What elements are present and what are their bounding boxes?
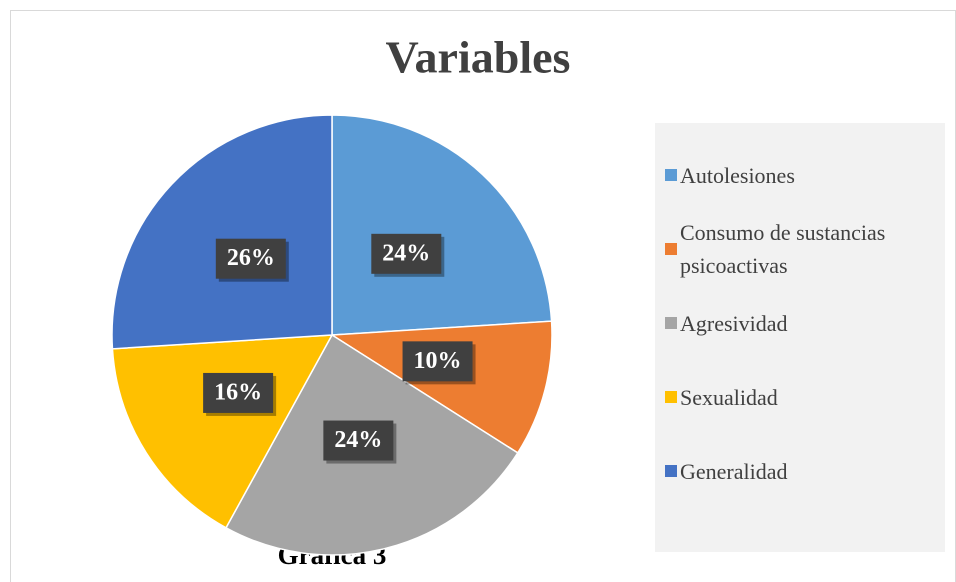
legend-label: Sexualidad <box>680 384 778 410</box>
legend-label: Agresividad <box>680 310 788 336</box>
data-label: 16% <box>214 379 262 405</box>
legend-marker <box>665 465 677 477</box>
label-box <box>203 372 274 413</box>
legend-item: Sexualidad <box>665 360 940 434</box>
legend: Autolesiones Consumo de sustancias psicoa… <box>655 123 945 552</box>
legend-item: Generalidad <box>665 434 940 508</box>
data-label: 26% <box>227 245 275 271</box>
label-box <box>371 233 442 274</box>
label-box <box>402 341 473 382</box>
pie-slice <box>329 320 553 454</box>
legend-item: Consumo de sustancias psicoactivas <box>665 212 940 286</box>
label-box <box>323 420 394 461</box>
legend-marker <box>665 243 677 255</box>
legend-item: Agresividad <box>665 286 940 360</box>
chart-title: Variables <box>386 32 571 83</box>
legend-marker <box>665 169 677 181</box>
legend-label: Autolesiones <box>680 162 795 188</box>
legend-marker <box>665 391 677 403</box>
pie-slice <box>111 334 334 529</box>
label-box <box>215 238 286 279</box>
legend-item: Autolesiones <box>665 138 940 212</box>
data-label: 24% <box>382 240 430 266</box>
legend-label: Generalidad <box>680 458 788 484</box>
pie-slice <box>111 114 333 350</box>
legend-marker <box>665 317 677 329</box>
data-label: 10% <box>414 348 462 374</box>
pie-slice <box>331 114 553 336</box>
legend-label: Consumo de sustancias psicoactivas <box>680 220 886 278</box>
data-label: 24% <box>334 427 382 453</box>
